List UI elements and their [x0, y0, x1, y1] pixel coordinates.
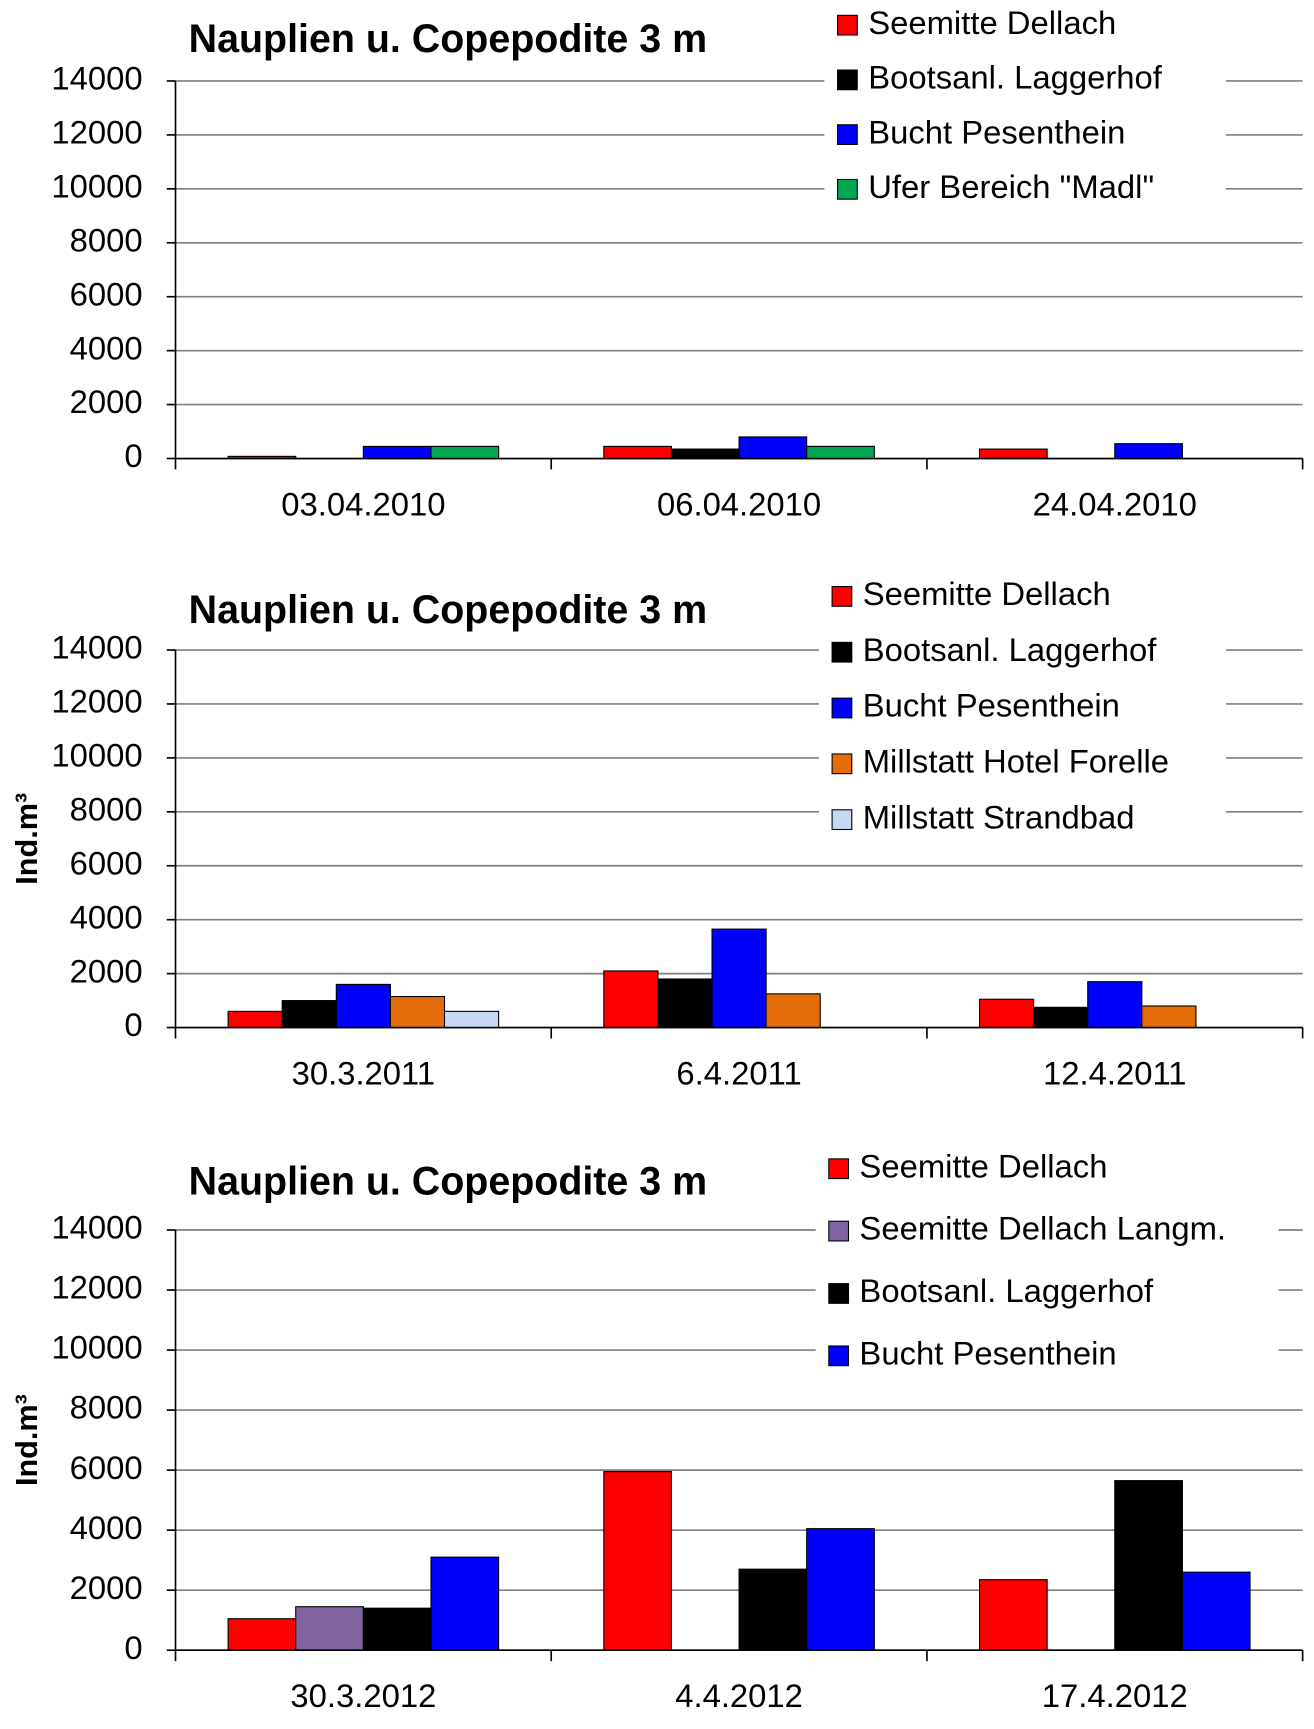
legend-label: Seemitte Dellach Langm. [859, 1210, 1226, 1247]
y-tick-label: 2000 [70, 383, 143, 420]
legend-swatch [828, 1283, 850, 1304]
y-tick-label: 6000 [70, 844, 143, 881]
legend-label: Seemitte Dellach [868, 4, 1116, 41]
y-tick-label: 2000 [70, 952, 143, 989]
y-tick-label: 12000 [51, 114, 142, 151]
bar [806, 445, 875, 460]
legend-swatch [828, 1158, 850, 1180]
bar [362, 1607, 432, 1651]
legend-swatch [831, 753, 853, 775]
legend-swatch [831, 641, 853, 663]
x-tick-label: 6.4.2011 [676, 1054, 801, 1091]
bar [430, 445, 500, 460]
x-tick-label: 12.4.2011 [1043, 1054, 1187, 1091]
bar [295, 1606, 364, 1651]
y-axis-label: Ind.m³ [10, 1394, 44, 1486]
bar [362, 445, 432, 460]
legend-label: Millstatt Strandbad [863, 798, 1135, 835]
bar [603, 1471, 672, 1651]
y-tick-label: 10000 [51, 1329, 142, 1366]
y-tick-label: 0 [124, 437, 142, 474]
x-tick-label: 17.4.2012 [1042, 1677, 1188, 1714]
legend-label: Bootsanl. Laggerhof [863, 631, 1158, 668]
y-tick-label: 6000 [70, 1449, 143, 1486]
chart-title: Nauplien u. Copepodite 3 m [189, 17, 707, 61]
y-tick-label: 2000 [70, 1569, 143, 1606]
y-tick-label: 14000 [51, 629, 142, 666]
x-tick-label: 06.04.2010 [657, 485, 821, 522]
x-tick-label: 30.3.2012 [290, 1677, 436, 1714]
bar [1087, 981, 1143, 1029]
legend-box [815, 1144, 1279, 1380]
bar [1181, 1571, 1251, 1651]
legend-label: Bootsanl. Laggerhof [868, 59, 1163, 96]
bar [1033, 1006, 1089, 1029]
bar [711, 928, 767, 1029]
legend-label: Bucht Pesenthein [868, 113, 1125, 150]
y-tick-label: 6000 [70, 275, 143, 312]
legend-swatch [828, 1345, 850, 1367]
legend-swatch [837, 178, 858, 200]
legend-swatch [837, 14, 858, 36]
x-tick-label: 24.04.2010 [1033, 485, 1197, 522]
legend-swatch [831, 585, 853, 607]
x-tick-label: 4.4.2012 [675, 1677, 803, 1714]
y-tick-label: 0 [124, 1006, 142, 1043]
bar [603, 445, 672, 460]
y-tick-label: 0 [124, 1629, 142, 1666]
y-tick-label: 12000 [51, 1269, 142, 1306]
bar [670, 448, 740, 460]
legend-label: Millstatt Hotel Forelle [863, 742, 1169, 779]
y-tick-label: 12000 [51, 683, 142, 720]
bar [738, 436, 808, 460]
legend-swatch [831, 809, 853, 831]
y-tick-label: 8000 [70, 790, 143, 827]
legend-box [824, 1, 1227, 214]
legend-swatch [837, 124, 858, 145]
bar [1141, 1005, 1197, 1029]
bar [1114, 1480, 1183, 1651]
bar [281, 1000, 337, 1029]
chart-title: Nauplien u. Copepodite 3 m [189, 1159, 707, 1203]
bar [335, 983, 391, 1029]
legend-label: Bucht Pesenthein [863, 687, 1120, 724]
y-tick-label: 10000 [51, 737, 142, 774]
x-tick-label: 03.04.2010 [281, 485, 445, 522]
bar [227, 1618, 297, 1651]
bar [978, 448, 1048, 460]
bar [978, 998, 1035, 1029]
y-tick-label: 4000 [70, 1509, 143, 1546]
legend-label: Seemitte Dellach [859, 1147, 1107, 1184]
bar [657, 978, 713, 1029]
y-tick-label: 14000 [51, 1209, 142, 1246]
y-tick-label: 4000 [70, 329, 143, 366]
y-tick-label: 4000 [70, 898, 143, 935]
y-tick-label: 8000 [70, 221, 143, 258]
legend-label: Ufer Bereich "Madl" [868, 168, 1154, 205]
bar [978, 1579, 1048, 1651]
legend-swatch [837, 69, 858, 91]
y-tick-label: 14000 [51, 60, 142, 97]
bar [443, 1010, 500, 1029]
bar [389, 995, 446, 1029]
chart-title: Nauplien u. Copepodite 3 m [189, 588, 707, 632]
legend-label: Bootsanl. Laggerhof [859, 1272, 1154, 1309]
legend-swatch [831, 697, 853, 719]
y-tick-label: 8000 [70, 1389, 143, 1426]
bar [806, 1528, 875, 1651]
legend-label: Bucht Pesenthein [859, 1335, 1116, 1372]
y-axis-label: Ind.m³ [10, 793, 44, 885]
bar [738, 1568, 808, 1651]
bar [227, 1010, 283, 1029]
y-tick-label: 10000 [51, 168, 142, 205]
bar [603, 970, 659, 1029]
legend-label: Seemitte Dellach [863, 575, 1111, 612]
x-tick-label: 30.3.2011 [292, 1054, 436, 1091]
bar [765, 993, 821, 1029]
legend-swatch [828, 1220, 850, 1242]
legend-box [818, 572, 1227, 844]
bar [430, 1556, 500, 1651]
bar [1114, 443, 1183, 460]
